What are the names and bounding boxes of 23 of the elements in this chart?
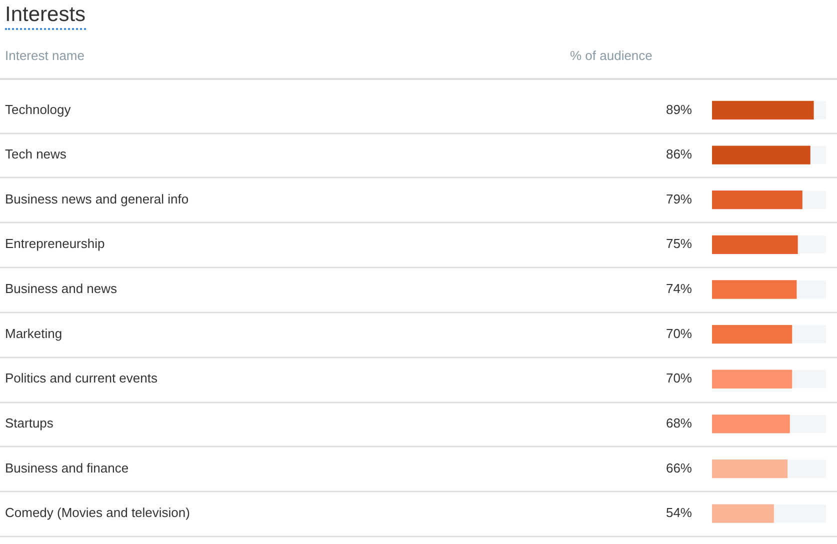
y-tick-label: Marketing (5, 326, 62, 341)
y-tick-label: Comedy (Movies and television) (5, 505, 190, 520)
data-label: 54% (666, 505, 692, 520)
y-tick-label: Startups (5, 416, 54, 431)
y-tick-label: Business news and general info (5, 191, 189, 206)
data-label: 70% (666, 370, 692, 386)
data-label: 86% (666, 146, 692, 162)
y-tick-label: Politics and current events (5, 370, 158, 386)
text: Interests (5, 2, 86, 30)
data-label: 68% (666, 416, 692, 431)
data-label: 75% (666, 236, 692, 252)
y-tick-label: Business and finance (5, 460, 129, 476)
y-tick-label: Business and news (5, 281, 118, 296)
data-label: 66% (666, 460, 692, 476)
y-tick-label: Technology (5, 102, 72, 117)
data-label: 70% (666, 326, 692, 341)
data-label: 89% (666, 102, 692, 117)
x-axis-title: % of audience (570, 48, 652, 63)
y-axis-title: Interest name (5, 48, 84, 63)
y-tick-label: Tech news (5, 146, 67, 162)
data-label: 74% (666, 281, 692, 296)
data-label: 79% (666, 191, 692, 206)
y-tick-label: Entrepreneurship (5, 236, 105, 252)
